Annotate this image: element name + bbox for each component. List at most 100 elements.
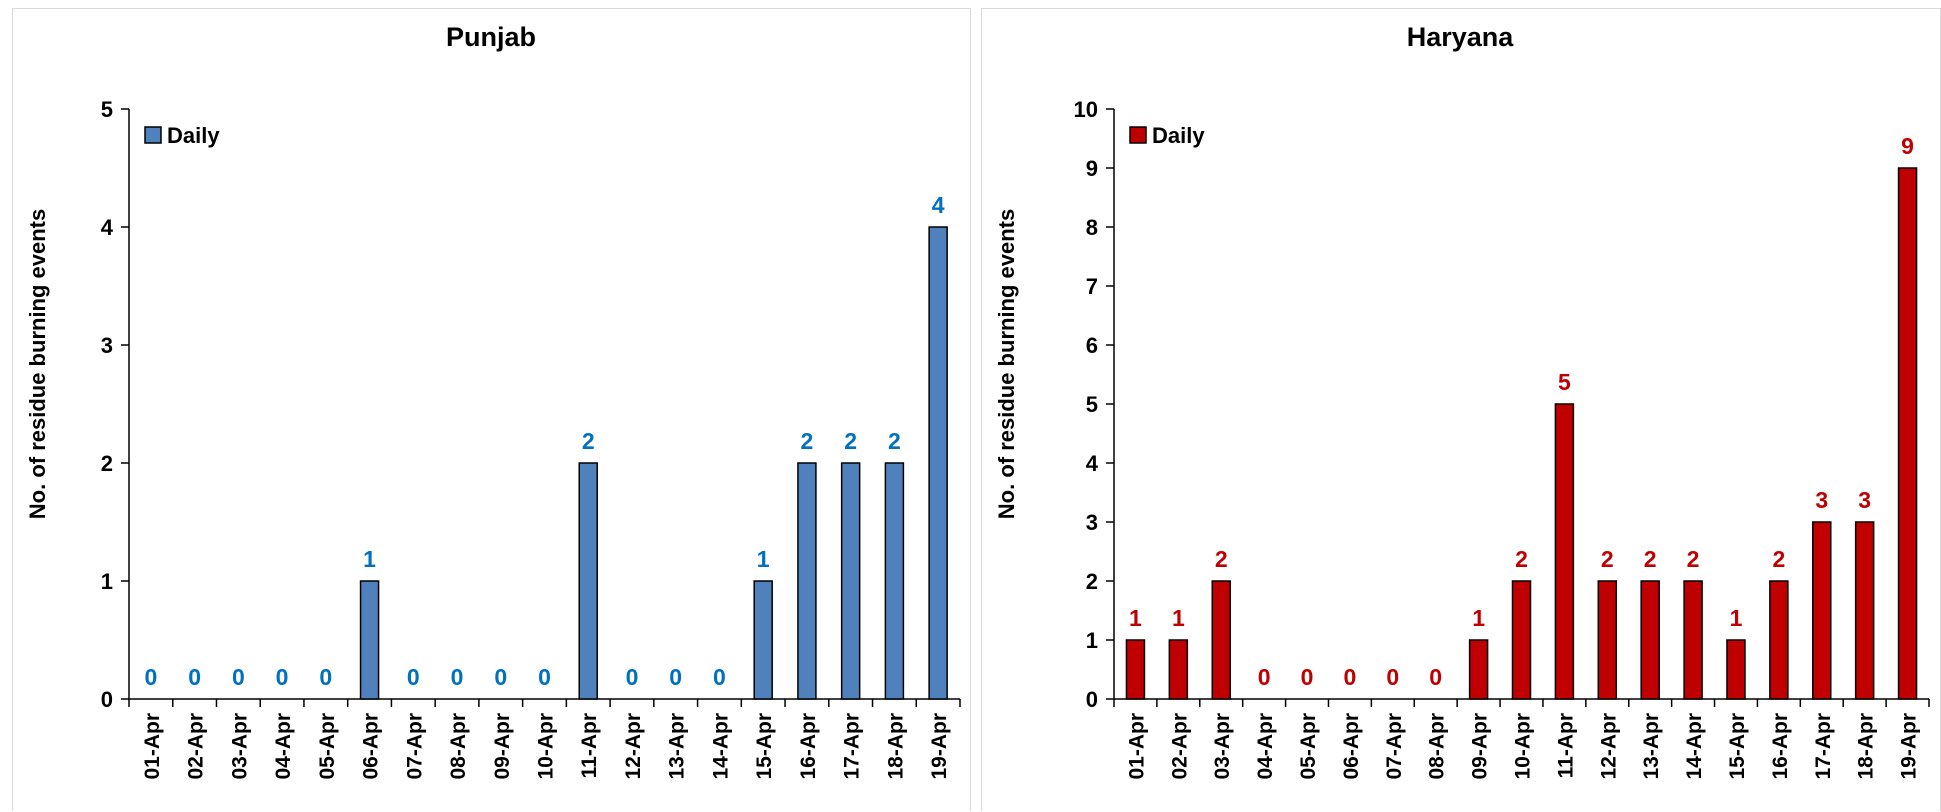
- data-label: 1: [757, 546, 770, 572]
- y-tick-label: 9: [1086, 156, 1098, 181]
- x-tick-label: 18-Apr: [884, 713, 907, 780]
- bar: [1812, 521, 1832, 700]
- data-label: 1: [1129, 605, 1142, 631]
- x-tick-label: 11-Apr: [578, 713, 601, 778]
- data-label: 0: [276, 664, 289, 690]
- data-label: 0: [144, 664, 157, 690]
- x-tick-label: 12-Apr: [1597, 713, 1620, 780]
- data-label: 4: [932, 192, 945, 218]
- data-label: 0: [494, 664, 507, 690]
- y-tick-label: 4: [101, 215, 114, 240]
- x-tick-label: 16-Apr: [797, 713, 820, 780]
- legend-swatch: [144, 126, 162, 144]
- chart-panel-punjab: Punjab No. of residue burning events 0 1 2 3 4…: [12, 8, 971, 811]
- data-label: 1: [1730, 605, 1743, 631]
- chart-svg-punjab: Punjab No. of residue burning events 0 1 2 3 4…: [25, 22, 961, 780]
- x-tick-label: 02-Apr: [1168, 713, 1191, 780]
- x-tick-label: 13-Apr: [666, 713, 689, 780]
- x-tick-label: 16-Apr: [1769, 713, 1792, 780]
- bar: [359, 580, 380, 700]
- x-tick-label: 11-Apr: [1554, 713, 1577, 778]
- x-tick-label: 09-Apr: [1469, 713, 1492, 780]
- data-label: 5: [1558, 369, 1571, 395]
- y-axis-label: No. of residue burning events: [25, 209, 50, 519]
- data-label: 2: [1601, 546, 1614, 572]
- x-tick-label: 09-Apr: [491, 713, 514, 780]
- x-tick-label: 18-Apr: [1855, 713, 1878, 780]
- x-tick-label: 15-Apr: [1726, 713, 1749, 780]
- x-tick-label: 14-Apr: [709, 713, 732, 780]
- data-label: 0: [1258, 664, 1271, 690]
- bar: [884, 462, 905, 700]
- data-label: 0: [451, 664, 464, 690]
- x-tick-label: 10-Apr: [535, 713, 558, 780]
- bar: [578, 462, 598, 700]
- data-label: 9: [1901, 133, 1914, 159]
- data-label: 0: [1301, 664, 1314, 690]
- x-tick-label: 17-Apr: [841, 713, 864, 780]
- bar: [753, 580, 773, 700]
- x-tick-label: 05-Apr: [316, 713, 339, 780]
- data-label: 0: [232, 664, 245, 690]
- bar: [1726, 639, 1746, 700]
- data-label: 2: [801, 428, 814, 454]
- y-tick-label: 6: [1086, 333, 1098, 358]
- data-label: 3: [1858, 487, 1871, 513]
- bar: [1597, 580, 1618, 700]
- x-tick-label: 02-Apr: [185, 713, 208, 780]
- data-label: 1: [1472, 605, 1485, 631]
- y-tick-label: 10: [1074, 97, 1098, 122]
- data-label: 0: [713, 664, 726, 690]
- data-label: 1: [1172, 605, 1185, 631]
- y-tick-label: 4: [1086, 451, 1099, 476]
- x-tick-label: 01-Apr: [1125, 713, 1148, 780]
- bar: [1897, 167, 1918, 700]
- y-tick-label: 2: [1086, 569, 1098, 594]
- x-tick-label: 01-Apr: [141, 713, 164, 780]
- x-tick-label: 07-Apr: [403, 713, 426, 780]
- y-tick-label: 3: [101, 333, 113, 358]
- data-label: 2: [1515, 546, 1528, 572]
- legend: Daily: [144, 123, 220, 148]
- bar: [1769, 580, 1789, 700]
- x-tick-label: 14-Apr: [1683, 713, 1706, 780]
- bar: [1211, 580, 1231, 700]
- data-label: 2: [1644, 546, 1657, 572]
- x-tick-label: 04-Apr: [1254, 713, 1277, 780]
- bar: [840, 462, 861, 700]
- x-tick-label: 19-Apr: [1898, 713, 1921, 780]
- x-tick-label: 03-Apr: [1211, 713, 1234, 780]
- data-label: 0: [188, 664, 201, 690]
- bar: [1640, 580, 1660, 700]
- data-label: 3: [1815, 487, 1828, 513]
- x-tick-label: 13-Apr: [1640, 713, 1663, 780]
- x-tick-label: 08-Apr: [1426, 713, 1449, 780]
- chart-svg-haryana: Haryana No. of residue burning events 0 1 2 3…: [994, 22, 1930, 780]
- chart-title: Punjab: [446, 22, 536, 52]
- y-tick-label: 0: [101, 687, 113, 712]
- bar: [1125, 639, 1146, 700]
- x-tick-label: 08-Apr: [447, 713, 470, 780]
- y-tick-label: 7: [1086, 274, 1098, 299]
- data-label: 2: [1215, 546, 1228, 572]
- bar: [797, 462, 817, 700]
- data-label: 0: [1429, 664, 1442, 690]
- x-tick-label: 17-Apr: [1812, 713, 1835, 780]
- bar: [1854, 521, 1875, 700]
- legend: Daily: [1129, 123, 1205, 148]
- chart-panel-haryana: Haryana No. of residue burning events 0 1 2 3…: [981, 8, 1941, 811]
- x-tick-label: 15-Apr: [753, 713, 776, 780]
- bar: [1554, 403, 1575, 700]
- x-tick-label: 06-Apr: [360, 713, 383, 780]
- data-label: 0: [626, 664, 639, 690]
- y-tick-label: 2: [101, 451, 113, 476]
- data-label: 2: [1772, 546, 1785, 572]
- y-axis-label: No. of residue burning events: [994, 209, 1019, 519]
- x-tick-label: 04-Apr: [272, 713, 295, 780]
- bar: [1683, 580, 1703, 700]
- data-label: 0: [1386, 664, 1399, 690]
- x-tick-label: 19-Apr: [928, 713, 951, 780]
- data-label: 2: [888, 428, 901, 454]
- x-tick-label: 05-Apr: [1297, 713, 1320, 780]
- y-tick-label: 5: [1086, 392, 1098, 417]
